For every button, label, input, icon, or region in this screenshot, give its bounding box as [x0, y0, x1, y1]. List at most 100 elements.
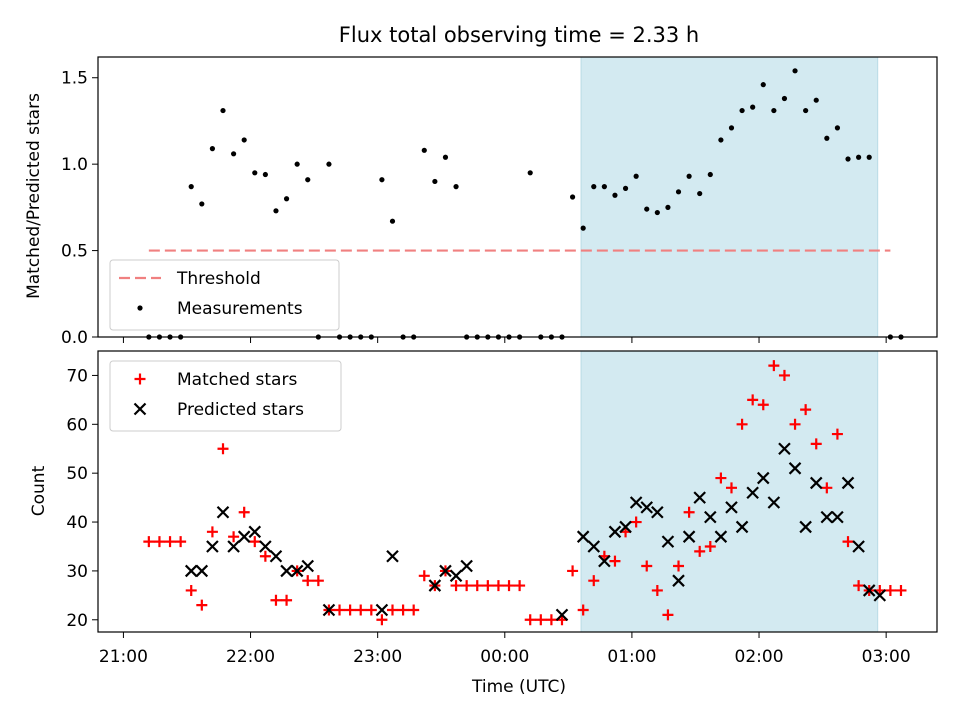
matched-point [821, 482, 833, 494]
matched-point [842, 536, 854, 548]
y-tick-label: 20 [66, 611, 88, 631]
ratio-panel: 0.0 0.5 1.0 1.5 Threshold Measurements [61, 56, 938, 348]
legend: Matched stars Predicted stars [109, 360, 342, 432]
matched-point [895, 584, 907, 596]
matched-point [270, 594, 282, 606]
measurement-point [633, 173, 639, 179]
x-tick-label: 22:00 [226, 647, 275, 667]
y-tick-label: 60 [66, 415, 88, 435]
predicted-point [184, 564, 198, 578]
matched-point [386, 604, 398, 616]
matched-point [302, 575, 314, 587]
legend-predicted-swatch [133, 402, 147, 416]
matched-point [609, 555, 621, 567]
measurement-point [453, 184, 459, 190]
y-tick-label: 50 [66, 464, 88, 484]
measurement-point [622, 185, 629, 191]
legend-label: Threshold [176, 269, 261, 289]
y-tick-label: 30 [66, 562, 88, 582]
matched-point [662, 609, 674, 621]
measurement-point [771, 107, 777, 114]
count-panel: 20 30 40 50 60 70 21:00 22:00 23:00 00:00 01:00 02:… [66, 350, 938, 667]
matched-point [492, 580, 504, 592]
predicted-point [799, 520, 812, 534]
measurement-point [866, 154, 872, 160]
matched-point [800, 404, 812, 416]
axes-frame [97, 350, 938, 633]
measurement-point [432, 178, 438, 185]
predicted-point [439, 564, 452, 578]
measurement-point [220, 107, 226, 114]
legend-label: Predicted stars [177, 400, 304, 420]
predicted-point [746, 486, 759, 499]
measurement-point [845, 156, 851, 162]
measurement-point [379, 177, 385, 183]
measurement-point [665, 204, 671, 210]
predicted-point [195, 564, 209, 578]
measurement-point [421, 147, 427, 153]
predicted-point [280, 564, 293, 578]
matched-point [524, 614, 536, 626]
matched-point [482, 580, 494, 592]
matched-point [312, 575, 324, 587]
y-tick-label: 1.0 [61, 155, 88, 175]
predicted-point [206, 540, 219, 553]
matched-point [673, 560, 685, 572]
predicted-point [269, 549, 283, 563]
predicted-point [735, 520, 749, 534]
matched-point [185, 584, 197, 596]
predicted-point [704, 510, 717, 524]
legend-label: Matched stars [177, 370, 297, 390]
matched-point [715, 472, 727, 484]
measurement-point [326, 161, 332, 167]
measurement-point [199, 201, 205, 207]
matched-point [408, 604, 420, 616]
matched-point [164, 536, 176, 548]
matched-point [249, 536, 261, 548]
matched-point [153, 536, 165, 548]
measurement-point [824, 135, 830, 141]
matched-point [725, 482, 737, 494]
measurement-point [760, 82, 766, 88]
axes-frame [97, 56, 938, 338]
measurement-point [612, 192, 618, 198]
observing-window-shade [580, 350, 879, 633]
measurement-point [569, 194, 576, 200]
matched-point [344, 604, 356, 616]
measurement-point [707, 171, 713, 178]
measurement-point [750, 104, 756, 110]
measurement-point [856, 154, 862, 160]
matched-point [884, 584, 896, 596]
y-tick-label: 0.5 [61, 242, 88, 262]
matched-point [450, 580, 462, 592]
matched-point [503, 580, 515, 592]
measurement-point [686, 173, 692, 179]
matched-point [143, 536, 155, 548]
legend-box [109, 259, 340, 331]
matched-point [281, 594, 293, 606]
predicted-point [767, 496, 781, 509]
predicted-point [788, 462, 802, 475]
matched-point [768, 360, 780, 372]
measurement-point [273, 208, 279, 214]
predicted-point [841, 476, 855, 490]
y-tick-label: 40 [66, 513, 88, 533]
measurement-point [262, 171, 268, 178]
legend: Threshold Measurements [109, 259, 340, 331]
x-tick-label: 03:00 [862, 647, 911, 667]
matched-point [535, 614, 547, 626]
predicted-point [661, 535, 675, 548]
x-tick-label: 01:00 [607, 647, 656, 667]
legend-measurement-swatch [137, 305, 143, 311]
matched-point [196, 599, 208, 611]
measurement-point [675, 189, 682, 195]
x-tick-label: 00:00 [480, 647, 529, 667]
chart-title: Flux total observing time = 2.33 h [339, 23, 699, 47]
matched-point [736, 418, 748, 430]
predicted-point [682, 530, 696, 543]
predicted-point [629, 496, 643, 509]
measurement-point [834, 125, 841, 131]
predicted-point [608, 525, 622, 539]
predicted-point [778, 442, 791, 456]
predicted-point [725, 501, 738, 514]
